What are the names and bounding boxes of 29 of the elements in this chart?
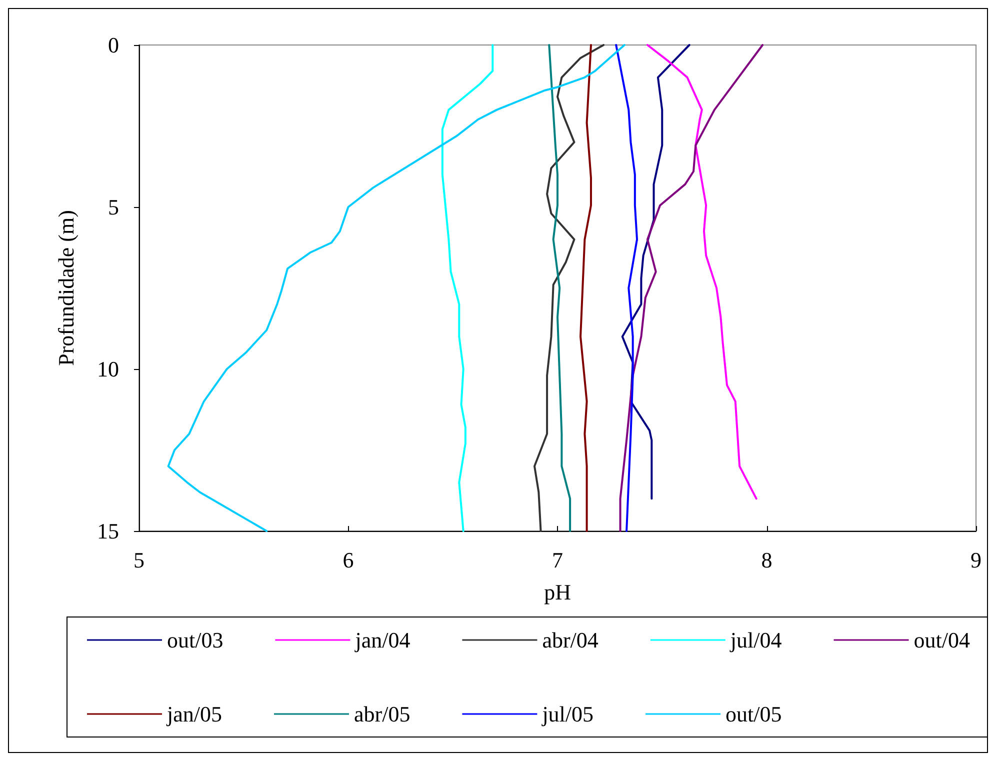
x-axis-title: pH [544,580,572,604]
x-tick-label: 9 [970,548,982,572]
y-tick-label: 15 [97,518,119,544]
line-series [533,44,605,532]
legend-label: jul/05 [541,702,594,726]
line-series [548,44,572,532]
x-tick-label: 6 [342,548,354,572]
x-tick-label: 8 [761,548,772,572]
legend-label: out/04 [914,628,970,652]
x-tick-label: 7 [552,548,563,572]
legend-label: jul/04 [729,628,782,652]
legend-label: jan/04 [354,628,410,652]
line-series [441,44,494,532]
line-series [615,44,638,532]
y-tick-label: 10 [97,356,119,382]
line-series [646,44,758,500]
line-series [619,44,764,532]
legend-label: abr/04 [542,628,598,652]
line-series [621,44,690,500]
x-tick-label: 5 [134,548,144,572]
legend-label: out/03 [167,628,224,652]
legend-label: jan/05 [166,702,222,726]
legend-label: out/05 [726,702,782,726]
line-series [167,44,626,532]
y-tick-label: 0 [108,32,119,58]
line-series [580,44,592,532]
y-axis-title: Profundidade (m) [54,210,78,366]
y-tick-label: 5 [108,194,119,220]
legend-label: abr/05 [354,702,410,726]
